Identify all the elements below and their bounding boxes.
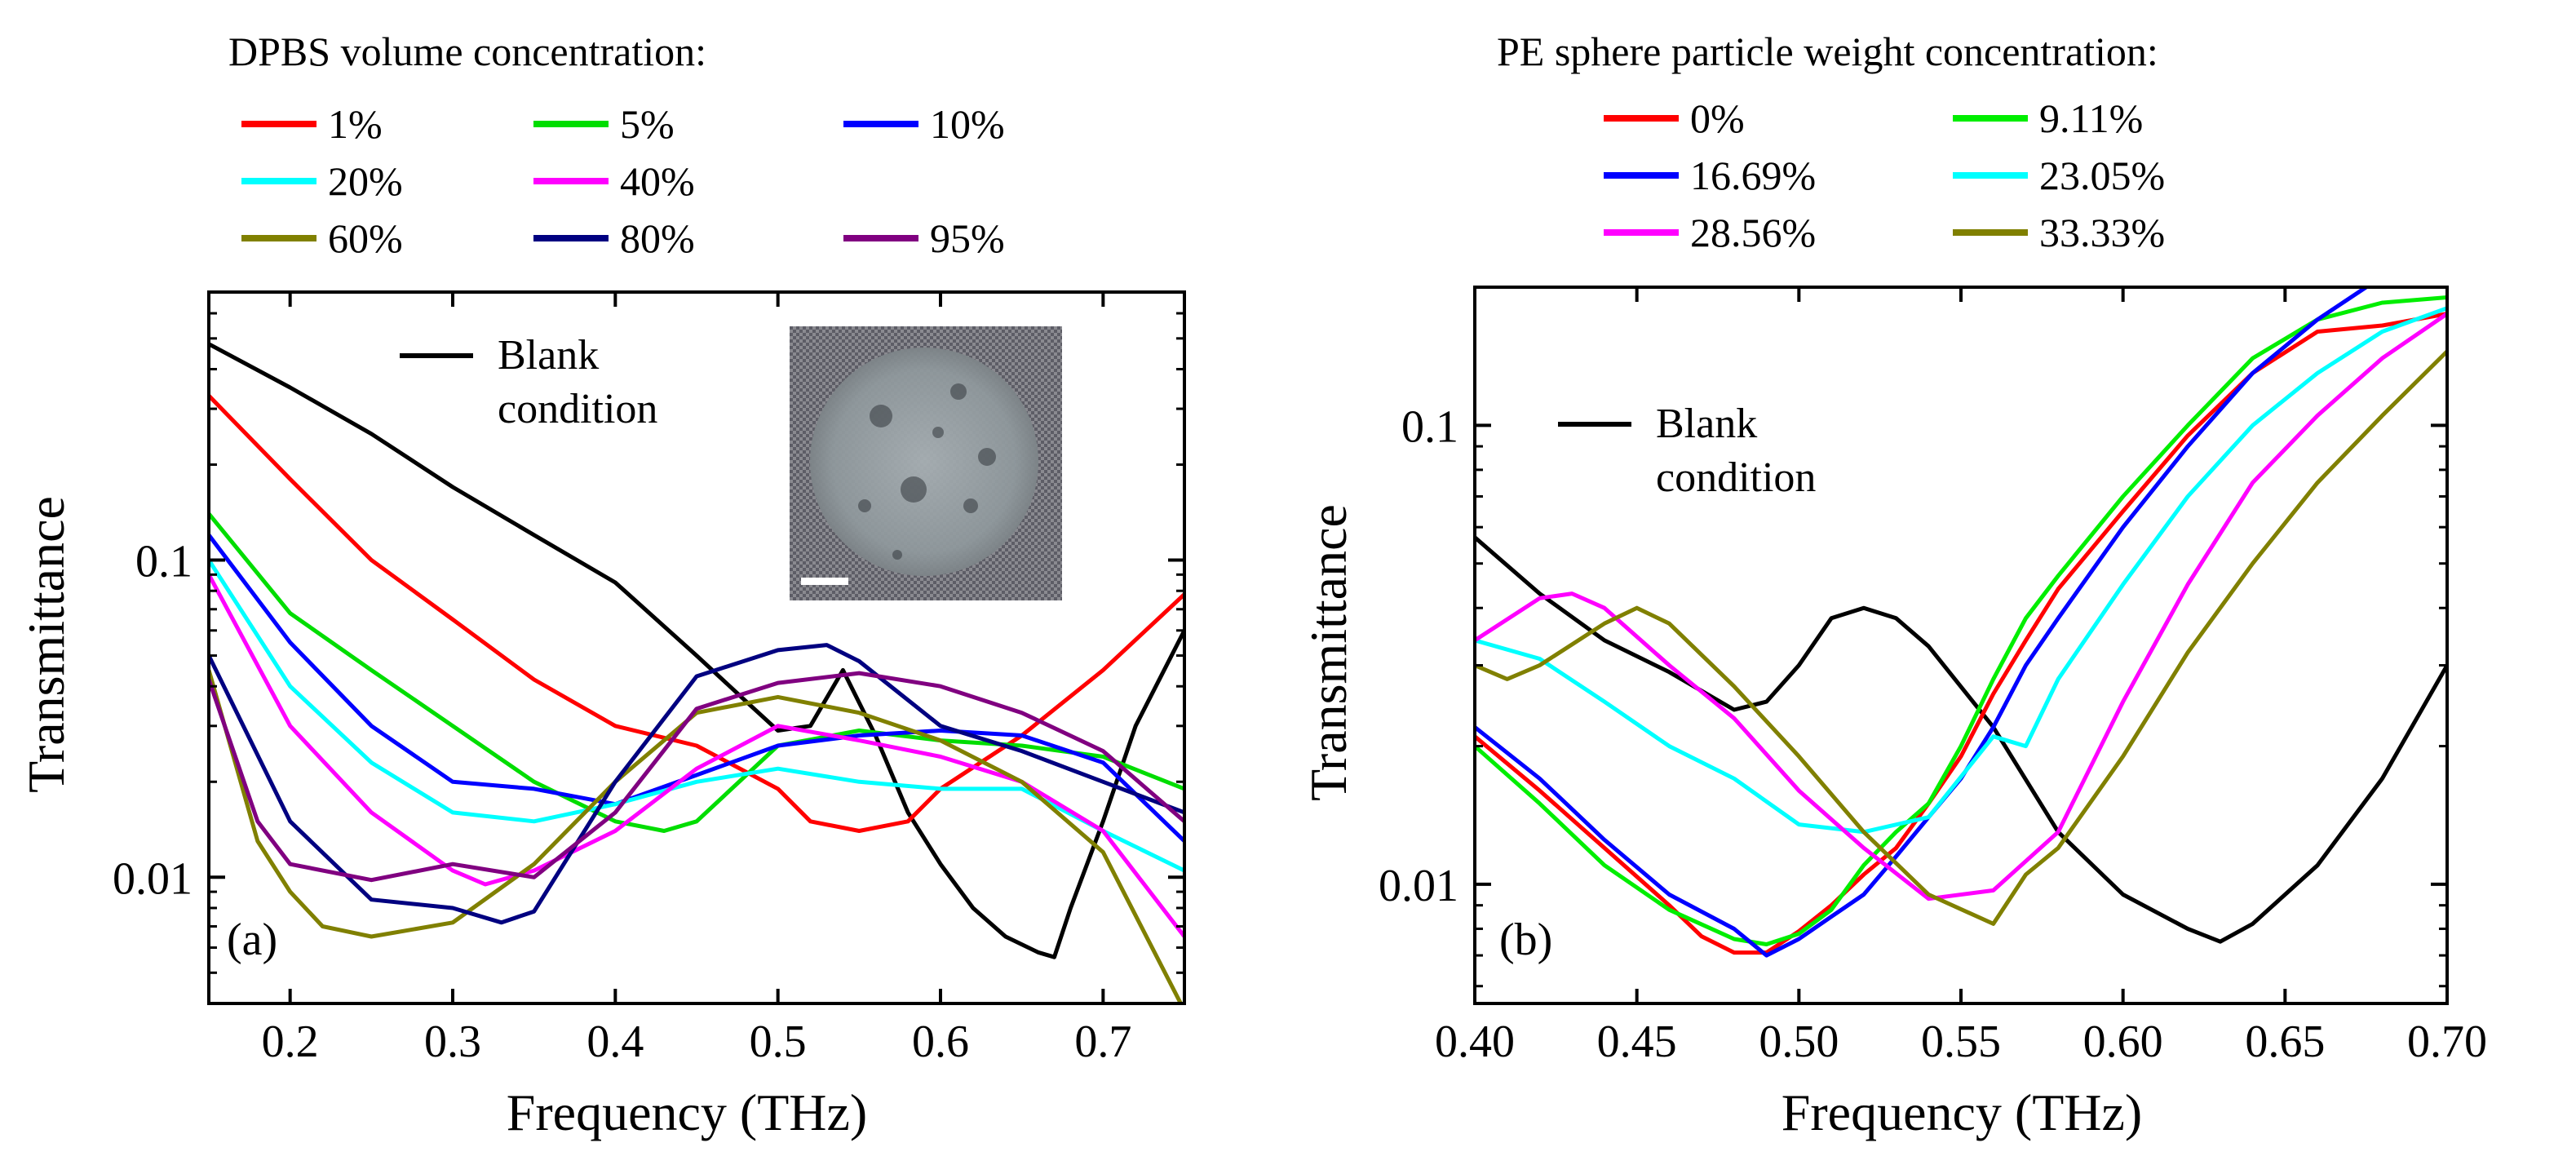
plot-frame-a bbox=[207, 290, 1186, 1005]
axes-b: 0.40 0.45 0.50 0.55 0.60 0.65 0.70 0.01 0.1 bbox=[1379, 286, 2487, 1067]
inset-spot-7 bbox=[892, 550, 902, 560]
legend-label-b-5: 33.33% bbox=[2039, 210, 2165, 255]
x-tick-label-b-1: 0.45 bbox=[1597, 1017, 1677, 1067]
y-tick-label-a-1: 0.1 bbox=[135, 537, 193, 587]
legend-label-b-1: 9.11% bbox=[2039, 95, 2143, 141]
legend-label-a-2: 10% bbox=[930, 101, 1005, 147]
axes-a: 0.2 0.3 0.4 0.5 0.6 0.7 0.01 0.1 bbox=[113, 290, 1186, 1067]
series-line-b-3 bbox=[1475, 306, 2447, 835]
y-tick-label-a-0: 0.01 bbox=[113, 853, 193, 904]
series-line-b-5 bbox=[1475, 349, 2447, 926]
x-axis-label-b: Frequency (THz) bbox=[1782, 1083, 2142, 1141]
series-line-a-2 bbox=[209, 534, 1184, 843]
inset-spot-5 bbox=[932, 427, 944, 438]
legend-label-b-2: 16.69% bbox=[1690, 153, 1816, 198]
inset-spot-6 bbox=[978, 448, 996, 466]
legend-label-a-6: 80% bbox=[620, 215, 695, 261]
panel-b: PE sphere particle weight concentration:… bbox=[1299, 29, 2487, 1141]
legend-label-b-4: 28.56% bbox=[1690, 210, 1816, 255]
legend-a: 1% 5% 10% 20% 40% 60% 80% 95% bbox=[241, 101, 1005, 261]
x-tick-label-a-0: 0.2 bbox=[262, 1017, 319, 1067]
inset-spot-3 bbox=[963, 498, 978, 513]
series-line-a-0 bbox=[209, 394, 1184, 833]
blank-label-b-line1: Blank bbox=[1656, 401, 1757, 447]
inset-spot-0 bbox=[870, 405, 892, 427]
x-tick-label-b-3: 0.55 bbox=[1921, 1017, 2001, 1067]
inset-micrograph bbox=[790, 326, 1062, 600]
inset-spot-2 bbox=[901, 476, 927, 503]
plot-area-a: 0.2 0.3 0.4 0.5 0.6 0.7 0.01 0.1 Blank conditio… bbox=[113, 290, 1186, 1067]
legend-b: 0% 9.11% 16.69% 23.05% 28.56% 33.33% bbox=[1604, 95, 2165, 255]
legend-label-a-7: 95% bbox=[930, 215, 1005, 261]
panel-label-b: (b) bbox=[1499, 915, 1552, 965]
series-line-b-2 bbox=[1475, 287, 2368, 958]
legend-label-a-3: 20% bbox=[328, 158, 403, 204]
legend-label-b-0: 0% bbox=[1690, 95, 1745, 141]
y-axis-label-b: Transmittance bbox=[1299, 504, 1357, 801]
x-tick-label-b-5: 0.65 bbox=[2245, 1017, 2325, 1067]
legend-title-a: DPBS volume concentration: bbox=[228, 29, 706, 74]
legend-title-b: PE sphere particle weight concentration: bbox=[1497, 29, 2158, 74]
series-line-a-6 bbox=[209, 643, 1184, 925]
series-line-a-7 bbox=[209, 671, 1184, 883]
panel-label-a: (a) bbox=[227, 915, 277, 965]
x-tick-label-a-3: 0.5 bbox=[750, 1017, 807, 1067]
series-line-a-4 bbox=[209, 574, 1184, 938]
x-tick-label-a-1: 0.3 bbox=[424, 1017, 481, 1067]
y-tick-label-b-0: 0.01 bbox=[1379, 861, 1458, 911]
x-tick-label-b-4: 0.60 bbox=[2083, 1017, 2163, 1067]
series-line-b-4 bbox=[1475, 312, 2447, 901]
x-tick-label-a-5: 0.7 bbox=[1074, 1017, 1131, 1067]
inset-spot-1 bbox=[950, 383, 967, 400]
inset-spot-4 bbox=[858, 499, 871, 512]
legend-label-b-3: 23.05% bbox=[2039, 153, 2165, 198]
x-tick-label-a-2: 0.4 bbox=[586, 1017, 644, 1067]
inset-sample-disc bbox=[810, 348, 1038, 576]
legend-label-a-5: 60% bbox=[328, 215, 403, 261]
inset-scale-bar bbox=[801, 578, 848, 585]
series-line-a-3 bbox=[209, 559, 1184, 873]
x-axis-label-a: Frequency (THz) bbox=[507, 1083, 867, 1141]
blank-label-a-line2: condition bbox=[498, 386, 657, 432]
series-line-b-1 bbox=[1475, 295, 2447, 946]
blank-label-b-line2: condition bbox=[1656, 454, 1816, 501]
x-tick-label-b-6: 0.70 bbox=[2407, 1017, 2487, 1067]
blank-label-a-line1: Blank bbox=[498, 332, 599, 379]
series-line-blank-a bbox=[209, 342, 1184, 959]
series-group-b bbox=[1475, 287, 2447, 958]
x-tick-label-a-4: 0.6 bbox=[912, 1017, 969, 1067]
legend-label-a-4: 40% bbox=[620, 158, 695, 204]
series-group-a bbox=[209, 342, 1184, 1003]
y-axis-label-a: Transmittance bbox=[17, 496, 75, 793]
panel-a: DPBS volume concentration: 1% 5% 10% 20% 40%… bbox=[17, 29, 1186, 1141]
series-line-b-0 bbox=[1475, 312, 2447, 955]
y-tick-label-b-1: 0.1 bbox=[1401, 401, 1458, 452]
legend-label-a-1: 5% bbox=[620, 101, 675, 147]
series-line-blank-b bbox=[1475, 535, 2447, 944]
legend-label-a-0: 1% bbox=[328, 101, 383, 147]
x-tick-label-b-2: 0.50 bbox=[1759, 1017, 1839, 1067]
x-tick-label-b-0: 0.40 bbox=[1435, 1017, 1515, 1067]
plot-area-b: 0.40 0.45 0.50 0.55 0.60 0.65 0.70 0.01 0.1 Blan… bbox=[1379, 286, 2487, 1067]
